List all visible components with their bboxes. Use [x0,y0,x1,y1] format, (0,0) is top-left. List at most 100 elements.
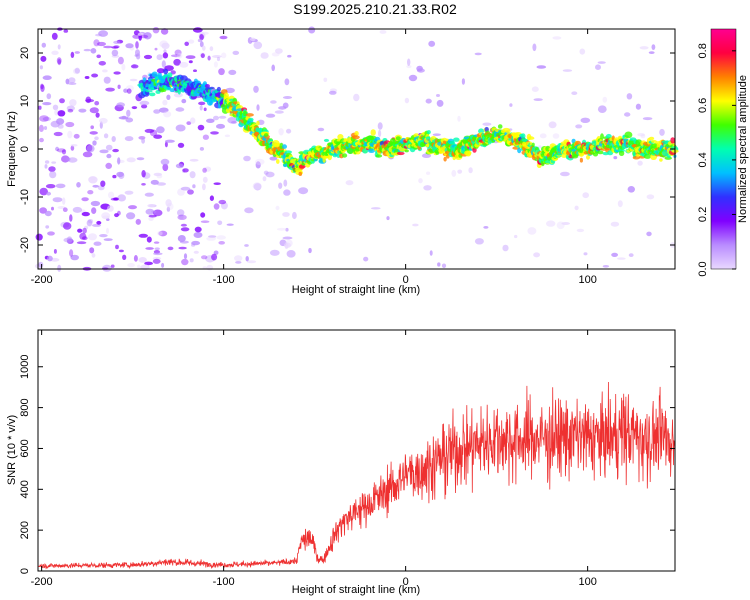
spectrogram-noise-cell [91,207,97,215]
spectrogram-noise-cell [188,60,193,64]
spectrogram-ridge-cell [216,86,221,92]
x-tick-label: 100 [578,576,596,588]
spectrogram-noise-cell [197,38,203,43]
spectrogram-noise-cell [188,39,195,44]
spectrogram-noise-cell [70,254,79,261]
spectrogram-noise-cell [416,65,423,72]
spectrogram-ridge-cell [323,138,330,142]
spectrogram-ridge-cell [396,151,405,156]
spectrogram-noise-cell [82,236,88,241]
spectrogram-noise-cell [70,51,75,59]
spectrogram-noise-cell [177,142,185,148]
spectrogram-noise-cell [451,169,457,177]
spectrogram-noise-cell [51,50,59,55]
spectrogram-noise-cell [89,131,98,135]
spectrogram-ridge-cell [443,156,447,162]
spectrogram-noise-cell [83,48,92,52]
spectrogram-noise-cell [179,61,189,68]
spectrogram-noise-cell [370,207,381,210]
spectrogram-noise-cell [583,252,588,256]
spectrogram-noise-cell [138,257,147,263]
spectrogram-noise-cell [189,171,196,179]
spectrogram-noise-cell [234,255,243,262]
spectrogram-noise-cell [76,241,87,245]
spectrogram-noise-cell [57,124,64,129]
spectrogram-noise-cell [213,182,221,185]
spectrogram-ridge-cell [342,153,348,158]
spectrogram-noise-cell [160,28,169,35]
spectrogram-noise-cell [66,236,73,244]
spectrogram-cells [34,26,679,272]
spectrogram-noise-cell [191,240,201,246]
spectrogram-noise-cell [39,65,44,70]
spectrogram-noise-cell [560,171,570,177]
spectrogram-noise-cell [90,48,97,54]
spectrogram-ridge-cell [156,68,165,74]
spectrogram-noise-cell [426,171,431,175]
spectrogram-ridge-cell [453,137,460,142]
spectrogram-noise-cell [148,216,154,221]
spectrogram-noise-cell [283,189,291,196]
spectrogram-noise-cell [235,261,242,264]
spectrogram-noise-cell [70,145,75,151]
spectrogram-noise-cell [102,69,108,73]
spectrogram-noise-cell [202,45,206,51]
colorbar: 0.0 0.2 0.4 0.6 0.8 Normalized spectral ampl… [697,28,749,277]
spectrogram-noise-cell [122,254,127,260]
spectrogram-noise-cell [276,227,287,231]
spectrogram-noise-cell [42,102,52,106]
spectrogram-noise-cell [57,44,61,50]
spectrogram-noise-cell [457,169,463,174]
spectrogram-noise-cell [185,55,196,59]
spectrogram-noise-cell [219,35,228,40]
spectrogram-ridge-cell [597,150,604,155]
x-tick-label: -200 [31,576,53,588]
spectrogram-noise-cell [532,43,537,52]
spectrogram-ridge-cell [169,88,175,93]
spectrogram-noise-cell [110,264,115,268]
spectrogram-noise-cell [597,61,606,64]
spectrogram-noise-cell [93,39,100,47]
y-tick-label: 600 [19,439,31,457]
spectrogram-ridge-cell [531,142,535,147]
spectrogram-noise-cell [145,247,154,250]
spectrogram-noise-cell [284,78,290,86]
spectrogram-noise-cell [216,56,221,62]
spectrogram-ridge-cell [256,120,260,126]
spectrogram-noise-cell [323,77,328,83]
spectrogram-noise-cell [70,144,78,147]
colorbar-tick-label: 0.4 [697,152,709,167]
spectrogram-noise-cell [105,87,115,92]
spectrogram-noise-cell [91,73,99,78]
spectrogram-noise-cell [412,223,419,227]
spectrogram-noise-cell [53,131,63,137]
spectrogram-noise-cell [123,88,128,93]
spectrogram-ridge-cell [527,136,535,140]
spectrogram-noise-cell [287,54,292,58]
spectrogram-noise-cell [377,122,383,130]
spectrogram-noise-cell [39,115,49,122]
spectrogram-noise-cell [198,101,206,106]
spectrogram-noise-cell [275,48,283,54]
spectrogram-noise-cell [186,121,192,125]
spectrogram-noise-cell [408,74,418,82]
spectrogram-noise-cell [63,29,69,33]
spectrogram-noise-cell [93,241,102,246]
spectrogram-ridge-cell [497,124,503,129]
spectrogram-ridge-cell [520,133,526,140]
spectrogram-noise-cell [232,50,240,56]
spectrogram-noise-cell [207,55,211,61]
spectrogram-noise-cell [202,183,206,191]
spectrogram-noise-cell [153,241,160,244]
spectrogram-noise-cell [139,34,149,39]
spectrogram-noise-cell [106,227,109,234]
spectrogram-noise-cell [158,230,168,237]
spectrogram-noise-cell [166,206,171,212]
spectrogram-noise-cell [269,156,278,161]
spectrogram-noise-cell [43,126,48,130]
colorbar-label: Normalized spectral amplitude [737,75,749,223]
spectrogram-noise-cell [111,46,119,49]
spectrogram-noise-cell [45,184,56,189]
spectrogram-noise-cell [203,107,207,112]
spectrogram-noise-cell [69,214,73,222]
